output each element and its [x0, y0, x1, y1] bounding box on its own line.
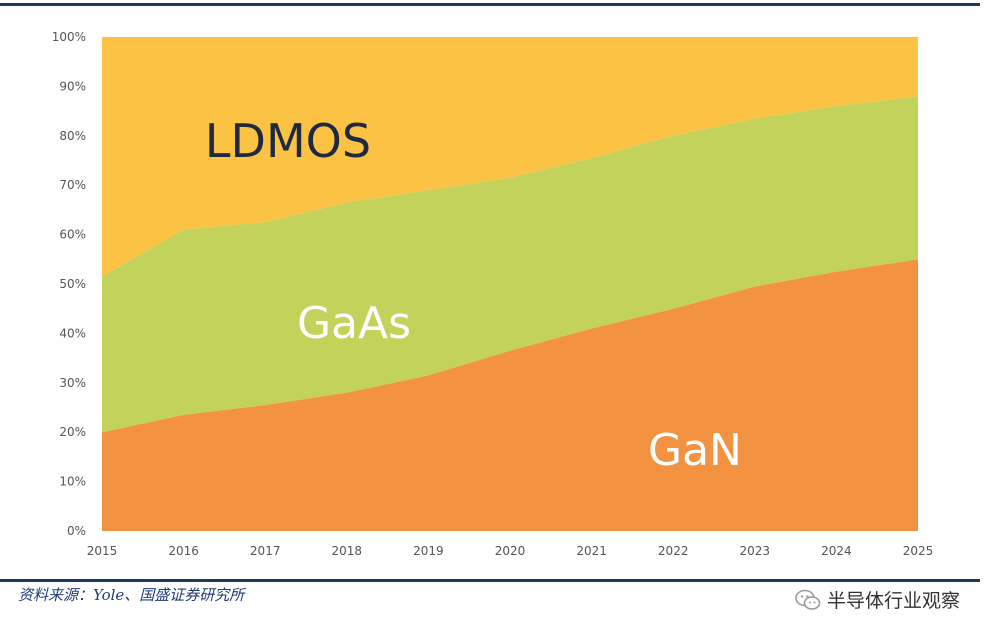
y-tick-label: 60% — [59, 228, 86, 242]
area-layer — [102, 37, 918, 531]
series-label-gan: GaN — [648, 425, 742, 476]
x-tick-label: 2016 — [168, 544, 199, 558]
y-tick-label: 70% — [59, 178, 86, 192]
y-tick-label: 10% — [59, 475, 86, 489]
area-gan — [102, 259, 918, 531]
y-tick-label: 90% — [59, 79, 86, 93]
x-tick-label: 2019 — [413, 544, 444, 558]
watermark-text: 半导体行业观察 — [826, 590, 960, 612]
x-tick-label: 2022 — [658, 544, 689, 558]
y-axis-ticks: 0% 10% 20% 30% 40% 50% 60% 70% 80% 90% 100% — [52, 30, 86, 538]
y-tick-label: 80% — [59, 129, 86, 143]
y-tick-label: 50% — [59, 277, 86, 291]
bottom-rule — [0, 579, 980, 582]
area-gaas — [102, 96, 918, 433]
x-tick-label: 2015 — [87, 544, 118, 558]
top-rule — [0, 3, 980, 6]
x-tick-label: 2020 — [495, 544, 526, 558]
source-note: 资料来源：Yole、国盛证券研究所 — [18, 586, 245, 604]
x-axis-ticks: 2015 2016 2017 2018 2019 2020 2021 2022 2023 2024… — [87, 544, 934, 558]
y-tick-label: 30% — [59, 376, 86, 390]
x-tick-label: 2021 — [576, 544, 607, 558]
y-tick-label: 40% — [59, 326, 86, 340]
x-tick-label: 2018 — [332, 544, 363, 558]
x-tick-label: 2025 — [903, 544, 934, 558]
watermark: 半导体行业观察 — [795, 586, 960, 613]
x-tick-label: 2017 — [250, 544, 281, 558]
series-label-ldmos: LDMOS — [205, 114, 371, 168]
area-ldmos — [102, 37, 918, 277]
x-tick-label: 2023 — [740, 544, 771, 558]
y-tick-label: 100% — [52, 30, 86, 44]
stacked-area-chart: 0%10%20%30%40%50%60%70%80%90%100% 2015 20… — [52, 30, 934, 558]
series-label-gaas: GaAs — [297, 298, 411, 349]
wechat-icon — [795, 589, 821, 610]
y-tick-label: 0% — [67, 524, 86, 538]
series-labels: GaN GaAs LDMOS — [205, 114, 742, 476]
x-tick-label: 2024 — [821, 544, 852, 558]
y-tick-label: 20% — [59, 425, 86, 439]
